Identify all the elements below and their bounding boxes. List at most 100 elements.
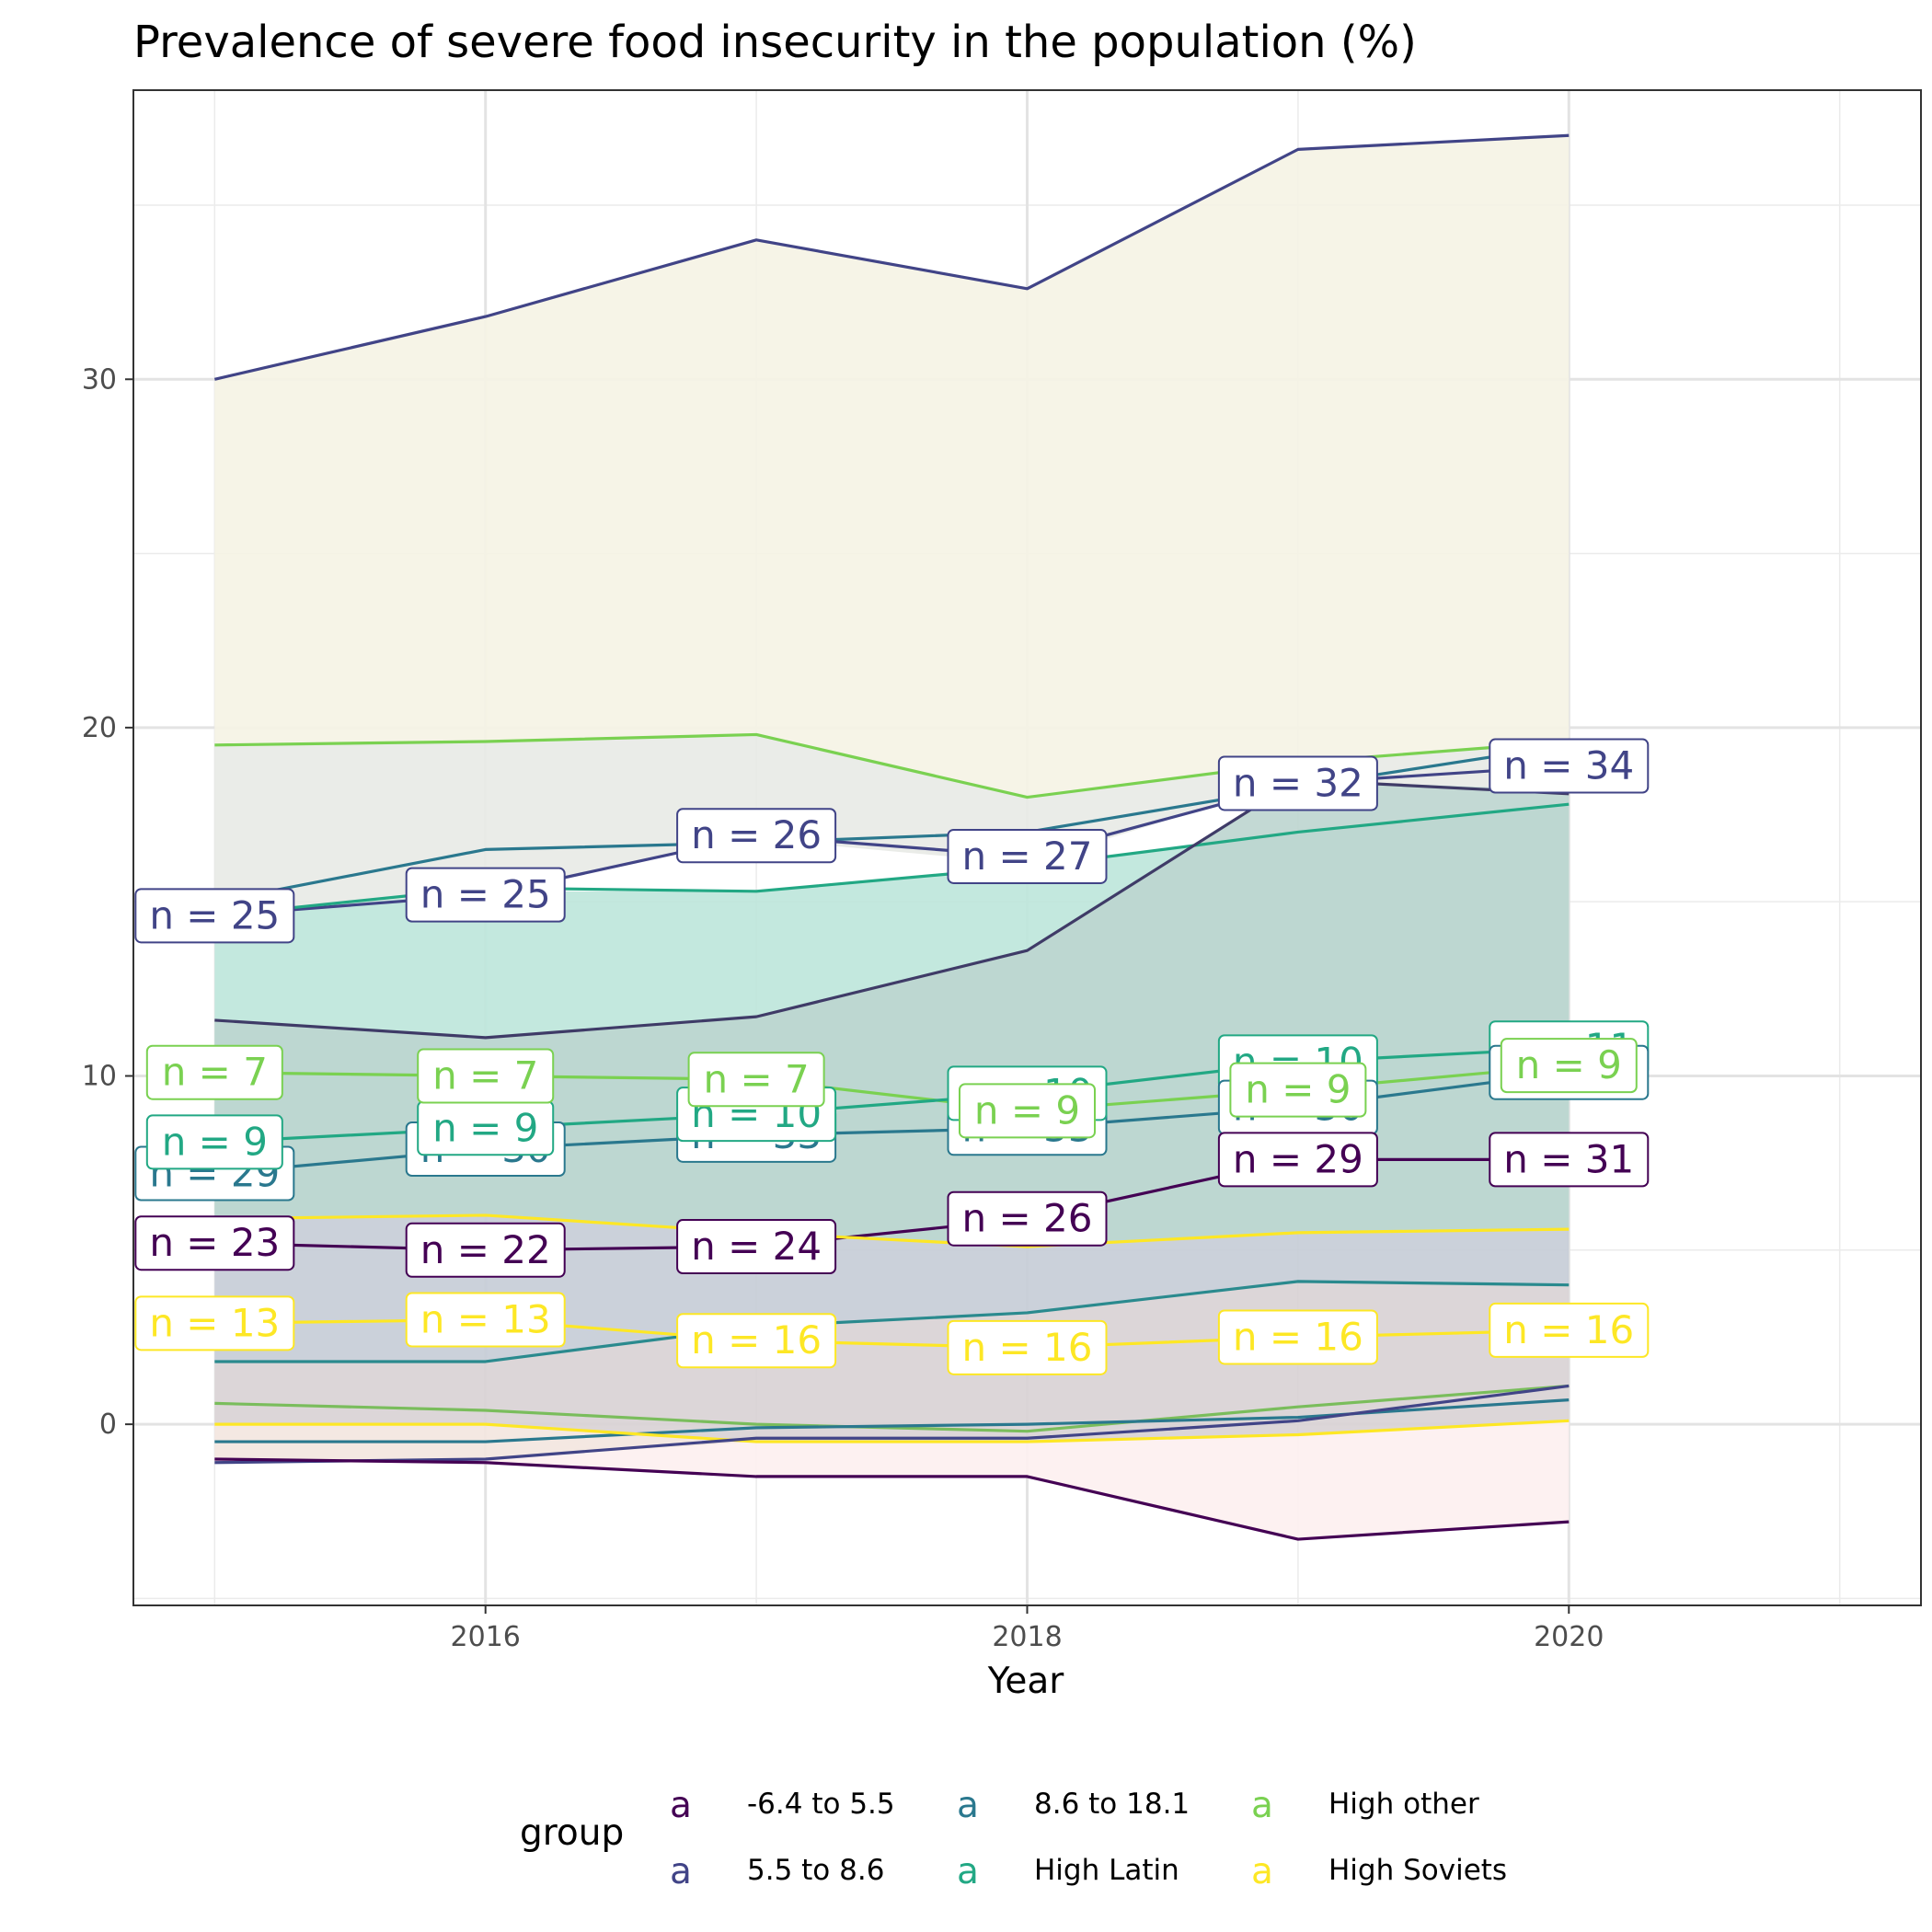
legend-items: a -6.4 to 5.5 a 5.5 to 8.6 a 8.6 to 18.1 a High… xyxy=(670,1785,1507,1892)
legend-item: a High other xyxy=(1251,1785,1479,1826)
n-label-text: n = 9 xyxy=(974,1087,1080,1133)
n-label-box xyxy=(676,1313,837,1369)
n-label-text: n = 22 xyxy=(420,1227,551,1272)
n-label-text: n = 29 xyxy=(1233,1136,1363,1181)
n-label-box xyxy=(1489,738,1650,794)
n-label: n = 26 xyxy=(947,1190,1108,1247)
ribbon-area xyxy=(214,1420,1570,1459)
ribbon-area xyxy=(214,135,1570,798)
n-label: n = 16 xyxy=(676,1313,837,1369)
n-label: n = 23 xyxy=(134,1215,295,1271)
n-label-text: n = 16 xyxy=(691,1317,822,1363)
n-label: n = 22 xyxy=(405,1222,566,1278)
n-label-text: n = 13 xyxy=(420,1297,551,1342)
n-label-box xyxy=(1217,1132,1378,1188)
legend-key-glyph: a xyxy=(670,1851,692,1892)
n-label-box xyxy=(1217,1309,1378,1365)
legend-label: -6.4 to 5.5 xyxy=(747,1788,895,1821)
n-label-text: n = 9 xyxy=(432,1105,538,1150)
y-tick-label: 30 xyxy=(82,363,117,396)
n-label-text: n = 25 xyxy=(149,892,280,937)
n-label: n = 9 xyxy=(959,1083,1096,1139)
series-line xyxy=(214,1213,1570,1248)
y-tick-label: 20 xyxy=(82,712,117,744)
n-label-box xyxy=(134,1295,295,1351)
n-label-box xyxy=(947,828,1108,884)
n-label-text: n = 16 xyxy=(962,1325,1093,1370)
n-label-text: n = 16 xyxy=(1233,1314,1363,1359)
y-tick-label: 0 xyxy=(99,1409,117,1441)
n-label-text: n = 34 xyxy=(1503,743,1634,788)
n-label: n = 32 xyxy=(1217,755,1378,811)
n-label: n = 26 xyxy=(676,808,837,864)
n-label-box xyxy=(405,1292,566,1348)
n-label: n = 9 xyxy=(1229,1062,1367,1118)
n-label-text: n = 9 xyxy=(162,1119,268,1164)
series-line xyxy=(213,133,1570,381)
n-label-box xyxy=(676,1219,837,1275)
n-label-text: n = 27 xyxy=(962,834,1093,879)
series-line xyxy=(214,1384,1570,1465)
n-label-text: n = 32 xyxy=(1233,760,1363,805)
n-label-box xyxy=(687,1052,825,1108)
n-label: n = 27 xyxy=(947,828,1108,884)
n-label-text: n = 25 xyxy=(420,872,551,917)
n-label: n = 24 xyxy=(676,1219,837,1275)
n-label-box xyxy=(145,1044,283,1100)
n-label: n = 25 xyxy=(134,888,295,944)
n-label: n = 13 xyxy=(134,1295,295,1351)
n-label: n = 9 xyxy=(145,1114,283,1170)
legend-item: a 5.5 to 8.6 xyxy=(670,1851,884,1892)
n-label-box xyxy=(405,1222,566,1278)
legend-item: a High Soviets xyxy=(1251,1851,1507,1892)
legend-key-glyph: a xyxy=(1251,1785,1273,1826)
plot-area: n = 10n = 11n = 33n = 30n = 33n = 10n = … xyxy=(132,89,1922,1606)
n-label-text: n = 23 xyxy=(149,1220,280,1265)
ribbon-area xyxy=(214,1420,1570,1540)
legend-key-glyph: a xyxy=(670,1785,692,1826)
legend: group a -6.4 to 5.5 a 5.5 to 8.6 a 8.6 to 18.… xyxy=(520,1785,1507,1892)
n-label-box xyxy=(676,808,837,864)
n-label-text: n = 16 xyxy=(1503,1307,1634,1352)
n-label-box xyxy=(145,1114,283,1170)
x-tick-label: 2016 xyxy=(451,1621,521,1653)
n-label-box xyxy=(959,1083,1096,1139)
n-label: n = 25 xyxy=(405,867,566,923)
n-label: n = 13 xyxy=(405,1292,566,1348)
n-label-box xyxy=(1217,755,1378,811)
n-label-box xyxy=(1489,1302,1650,1358)
n-label: n = 16 xyxy=(1217,1309,1378,1365)
x-tick-label: 2020 xyxy=(1534,1621,1604,1653)
legend-label: High Latin xyxy=(1034,1854,1179,1887)
n-label-text: n = 9 xyxy=(1245,1067,1351,1112)
series-line xyxy=(214,1280,1570,1363)
legend-label: 5.5 to 8.6 xyxy=(747,1854,884,1887)
legend-item: a -6.4 to 5.5 xyxy=(670,1785,895,1826)
n-label-text: n = 7 xyxy=(432,1052,538,1098)
n-label: n = 7 xyxy=(687,1052,825,1108)
n-label-box xyxy=(1500,1038,1638,1094)
n-label-text: n = 26 xyxy=(962,1196,1093,1241)
n-label: n = 7 xyxy=(145,1044,283,1100)
n-label-box xyxy=(134,888,295,944)
n-label-box xyxy=(947,1190,1108,1247)
chart-title: Prevalence of severe food insecurity in … xyxy=(133,17,1417,68)
legend-label: High other xyxy=(1328,1788,1479,1821)
n-label-box xyxy=(405,867,566,923)
n-label-box xyxy=(1489,1132,1650,1188)
n-label-text: n = 13 xyxy=(149,1300,280,1345)
n-label: n = 29 xyxy=(1217,1132,1378,1188)
series-line xyxy=(214,1419,1570,1443)
n-label-text: n = 7 xyxy=(162,1050,268,1095)
legend-label: 8.6 to 18.1 xyxy=(1034,1788,1190,1821)
n-label-text: n = 7 xyxy=(703,1056,809,1101)
axes: 2016 2018 2020 0 10 20 30 xyxy=(82,363,1604,1653)
n-label-text: n = 24 xyxy=(691,1224,822,1269)
n-label-box xyxy=(1229,1062,1367,1118)
n-label: n = 16 xyxy=(1489,1302,1650,1358)
legend-key-glyph: a xyxy=(957,1851,979,1892)
n-label-text: n = 9 xyxy=(1516,1042,1622,1087)
n-label: n = 9 xyxy=(1500,1038,1638,1094)
y-tick-label: 10 xyxy=(82,1060,117,1092)
